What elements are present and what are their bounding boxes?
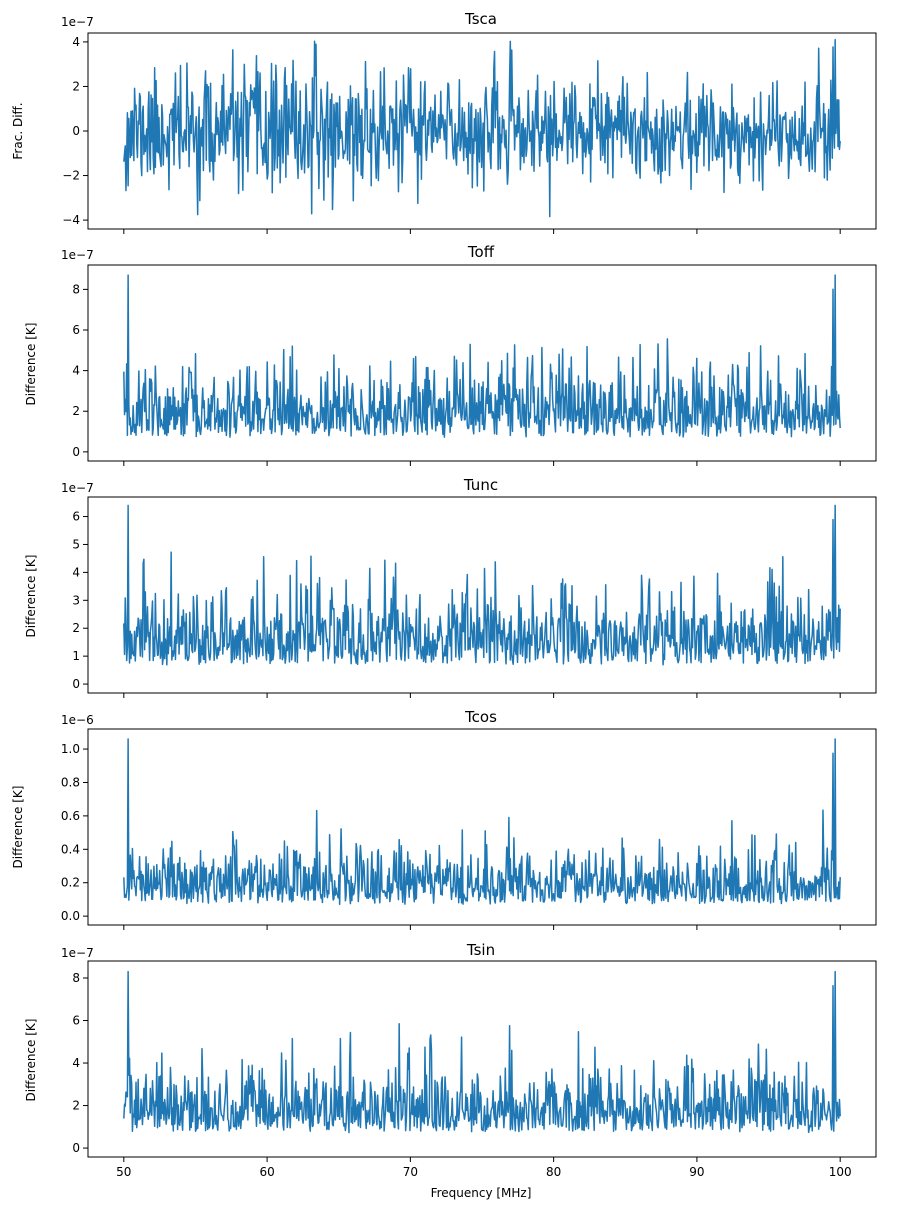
y-exponent-label: 1e−7 [61,248,94,262]
y-tick-label: 0 [72,1141,80,1155]
x-ticks [123,925,841,930]
y-ticks: 0 2 4 6 8 [72,282,88,459]
y-tick-label: 0.4 [61,842,80,856]
y-tick-label: 2 [72,404,80,418]
y-tick-label: 4 [72,1056,80,1070]
y-tick-label: 4 [72,35,80,49]
y-tick-label: 0.2 [61,876,80,890]
y-ticks: −4 −2 0 2 4 [62,35,88,227]
subplot-title: Tsca [464,10,497,28]
y-tick-label: 2 [72,1099,80,1113]
y-tick-label: 2 [72,79,80,93]
y-ticks: 0 1 2 3 4 5 6 [72,510,88,691]
y-tick-label: 8 [72,971,80,985]
y-axis-label: Difference [K] [11,786,25,869]
x-axis-label: Frequency [MHz] [431,1186,532,1200]
subplot-tsca: Tsca 1e−7 Frac. Diff. −4 −2 0 2 4 [11,10,877,234]
y-tick-label: 0 [72,677,80,691]
x-tick-label: 80 [546,1165,561,1179]
x-tick-label: 70 [403,1165,418,1179]
x-tick-label: 50 [116,1165,131,1179]
x-ticks [123,693,841,698]
subplot-tcos: Tcos 1e−6 Difference [K] 0.0 0.2 0.4 0.6 0.8… [11,708,877,930]
y-tick-label: 6 [72,510,80,524]
y-tick-label: 0 [72,445,80,459]
y-tick-label: 0.0 [61,909,80,923]
subplot-tsin: Tsin 1e−7 Difference [K] 0 2 4 6 8 50 60 70 80 9… [24,941,877,1200]
subplot-tunc: Tunc 1e−7 Difference [K] 0 1 2 3 4 5 6 [24,476,877,698]
axes-frame [87,32,877,230]
y-tick-label: 6 [72,1014,80,1028]
y-exponent-label: 1e−7 [61,15,94,29]
y-tick-label: 4 [72,565,80,579]
y-axis-label: Difference [K] [24,323,38,406]
x-ticks [123,229,841,234]
y-axis-label: Frac. Diff. [11,102,25,159]
x-tick-label: 100 [829,1165,852,1179]
y-tick-label: 8 [72,282,80,296]
y-axis-label: Difference [K] [24,1019,38,1102]
axes-frame [87,960,877,1158]
y-tick-label: 0 [72,124,80,138]
y-tick-label: 1.0 [61,742,80,756]
y-axis-label: Difference [K] [24,555,38,638]
series-line [123,504,841,666]
subplot-title: Tunc [463,476,498,494]
y-tick-label: 6 [72,323,80,337]
axes-frame [87,496,877,694]
y-ticks: 0.0 0.2 0.4 0.6 0.8 1.0 [61,742,88,923]
x-ticks: 50 60 70 80 90 100 [116,1157,852,1179]
y-tick-label: 0.6 [61,809,80,823]
y-tick-label: −2 [62,169,80,183]
series-line [123,274,841,438]
y-exponent-label: 1e−7 [61,946,94,960]
series-line [123,738,841,906]
y-exponent-label: 1e−7 [61,481,94,495]
subplot-title: Toff [467,243,495,261]
series-line [123,970,841,1134]
x-tick-label: 90 [689,1165,704,1179]
axes-frame [87,728,877,926]
y-ticks: 0 2 4 6 8 [72,971,88,1155]
y-tick-label: −4 [62,213,80,227]
subplot-title: Tcos [464,708,497,726]
axes-frame [87,264,877,462]
series-line [123,38,841,218]
x-ticks [123,461,841,466]
y-tick-label: 1 [72,649,80,663]
y-tick-label: 5 [72,537,80,551]
y-tick-label: 0.8 [61,775,80,789]
y-tick-label: 4 [72,364,80,378]
subplot-title: Tsin [466,941,495,959]
y-tick-label: 3 [72,593,80,607]
subplot-toff: Toff 1e−7 Difference [K] 0 2 4 6 8 [24,243,877,466]
y-exponent-label: 1e−6 [61,713,94,727]
x-tick-label: 60 [259,1165,274,1179]
y-tick-label: 2 [72,621,80,635]
